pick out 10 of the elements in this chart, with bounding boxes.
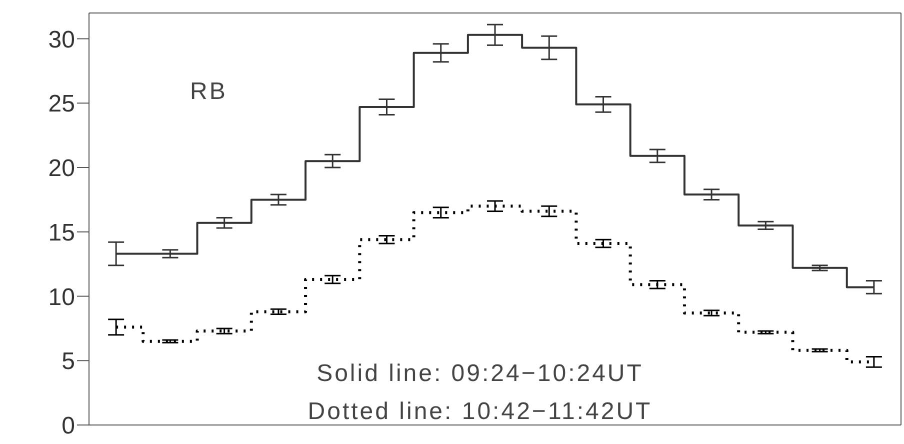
annotation: Dotted line: 10:42−11:42UT bbox=[308, 398, 652, 426]
y-tick-label: 15 bbox=[48, 219, 75, 246]
y-tick-label: 5 bbox=[62, 348, 75, 376]
annotation: RB bbox=[190, 78, 228, 106]
y-tick-label: 25 bbox=[48, 90, 75, 118]
y-tick-label: 20 bbox=[48, 155, 75, 182]
y-tick-label: 30 bbox=[48, 26, 75, 54]
annotation: Solid line: 09:24−10:24UT bbox=[316, 360, 644, 388]
y-tick-label: 10 bbox=[48, 284, 75, 311]
y-tick-label: 0 bbox=[62, 412, 75, 440]
